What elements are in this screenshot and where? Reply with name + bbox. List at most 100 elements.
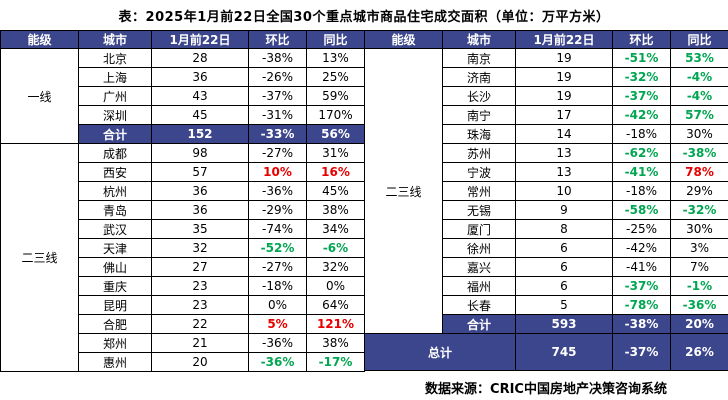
table-row: 长沙 19 -37% -4% [365,86,728,106]
subtotal-label: 合计 [78,124,152,144]
value-cell: 43 [151,86,249,106]
value-cell: 98 [151,143,249,163]
grand-total-label: 总计 [364,333,516,371]
page-title: 表：2025年1月前22日全国30个重点城市商品住宅成交面积（单位：万平方米） [118,10,610,25]
mom-cell: -18% [612,124,671,144]
data-table-right: 能级 城市 1月前22日 环比 同比 二三线 南京 19 -51% 53% 济南 19 -32% -4% 长… [364,30,728,371]
value-cell: 36 [151,67,249,87]
mom-cell: -41% [612,257,671,277]
value-cell: 5 [515,295,613,315]
yoy-cell: 26% [670,333,728,371]
city-cell: 长春 [442,295,516,315]
table-row: 上海 36 -26% 25% [1,67,365,87]
header-row: 能级 城市 1月前22日 环比 同比 [0,30,365,49]
value-cell: 27 [151,257,249,277]
mom-cell: -52% [248,238,307,258]
yoy-cell: -6% [306,238,365,258]
city-cell: 南宁 [442,105,516,125]
value-cell: 36 [151,200,249,220]
table-row: 惠州 20 -36% -17% [1,352,365,372]
yoy-cell: 20% [670,314,728,334]
header-row: 能级 城市 1月前22日 环比 同比 [364,30,728,49]
yoy-cell: 16% [306,162,365,182]
column-header: 城市 [78,30,152,49]
yoy-cell: 29% [670,181,728,201]
mom-cell: -18% [248,276,307,296]
city-cell: 深圳 [78,105,152,125]
mom-cell: -62% [612,143,671,163]
mom-cell: -33% [248,124,307,144]
column-header: 能级 [364,30,443,49]
table-row: 长春 5 -78% -36% [365,295,728,315]
city-cell: 杭州 [78,181,152,201]
mom-cell: -41% [612,162,671,182]
column-header: 1月前22日 [515,30,613,49]
value-cell: 32 [151,238,249,258]
table-row: 西安 57 10% 16% [1,162,365,182]
yoy-cell: -32% [670,200,728,220]
value-cell: 13 [515,143,613,163]
yoy-cell: 30% [670,219,728,239]
column-header: 城市 [442,30,516,49]
column-header: 同比 [306,30,365,49]
yoy-cell: -1% [670,276,728,296]
value-cell: 57 [151,162,249,182]
mom-cell: 5% [248,314,307,334]
city-cell: 昆明 [78,295,152,315]
table-row: 一线 北京 28 -38% 13% [0,48,365,144]
mom-cell: -38% [612,314,671,334]
city-cell: 嘉兴 [442,257,516,277]
value-cell: 10 [515,181,613,201]
table-row: 无锡 9 -58% -32% [365,200,728,220]
table-row: 青岛 36 -29% 38% [1,200,365,220]
table-row: 深圳 45 -31% 170% [1,105,365,125]
value-cell: 23 [151,295,249,315]
mom-cell: -36% [248,333,307,353]
tier-cell: 二三线 [0,143,79,372]
column-header: 同比 [670,30,728,49]
city-cell: 合肥 [78,314,152,334]
yoy-cell: -4% [670,67,728,87]
mom-cell: -38% [248,48,307,68]
column-header: 环比 [248,30,307,49]
yoy-cell: 3% [670,238,728,258]
yoy-cell: 31% [306,143,365,163]
yoy-cell: 34% [306,219,365,239]
mom-cell: 0% [248,295,307,315]
mom-cell: -32% [612,67,671,87]
city-cell: 天津 [78,238,152,258]
city-cell: 广州 [78,86,152,106]
mom-cell: -36% [248,181,307,201]
yoy-cell: -36% [670,295,728,315]
value-cell: 6 [515,238,613,258]
table-row: 苏州 13 -62% -38% [365,143,728,163]
table-row: 合肥 22 5% 121% [1,314,365,334]
column-header: 环比 [612,30,671,49]
mom-cell: -58% [612,200,671,220]
mom-cell: -18% [612,181,671,201]
yoy-cell: 78% [670,162,728,182]
table-row: 天津 32 -52% -6% [1,238,365,258]
mom-cell: 10% [248,162,307,182]
yoy-cell: 59% [306,86,365,106]
city-cell: 徐州 [442,238,516,258]
city-cell: 郑州 [78,333,152,353]
yoy-cell: 38% [306,200,365,220]
yoy-cell: 170% [306,105,365,125]
mom-cell: -51% [612,48,671,68]
value-cell: 28 [151,48,249,68]
mom-cell: -27% [248,143,307,163]
city-cell: 重庆 [78,276,152,296]
value-cell: 20 [151,352,249,372]
yoy-cell: -4% [670,86,728,106]
value-cell: 23 [151,276,249,296]
value-cell: 22 [151,314,249,334]
table-row: 佛山 27 -27% 32% [1,257,365,277]
value-cell: 6 [515,276,613,296]
city-cell: 西安 [78,162,152,182]
mom-cell: -27% [248,257,307,277]
value-cell: 19 [515,48,613,68]
mom-cell: -36% [248,352,307,372]
table-row: 二三线 南京 19 -51% 53% [364,48,728,334]
